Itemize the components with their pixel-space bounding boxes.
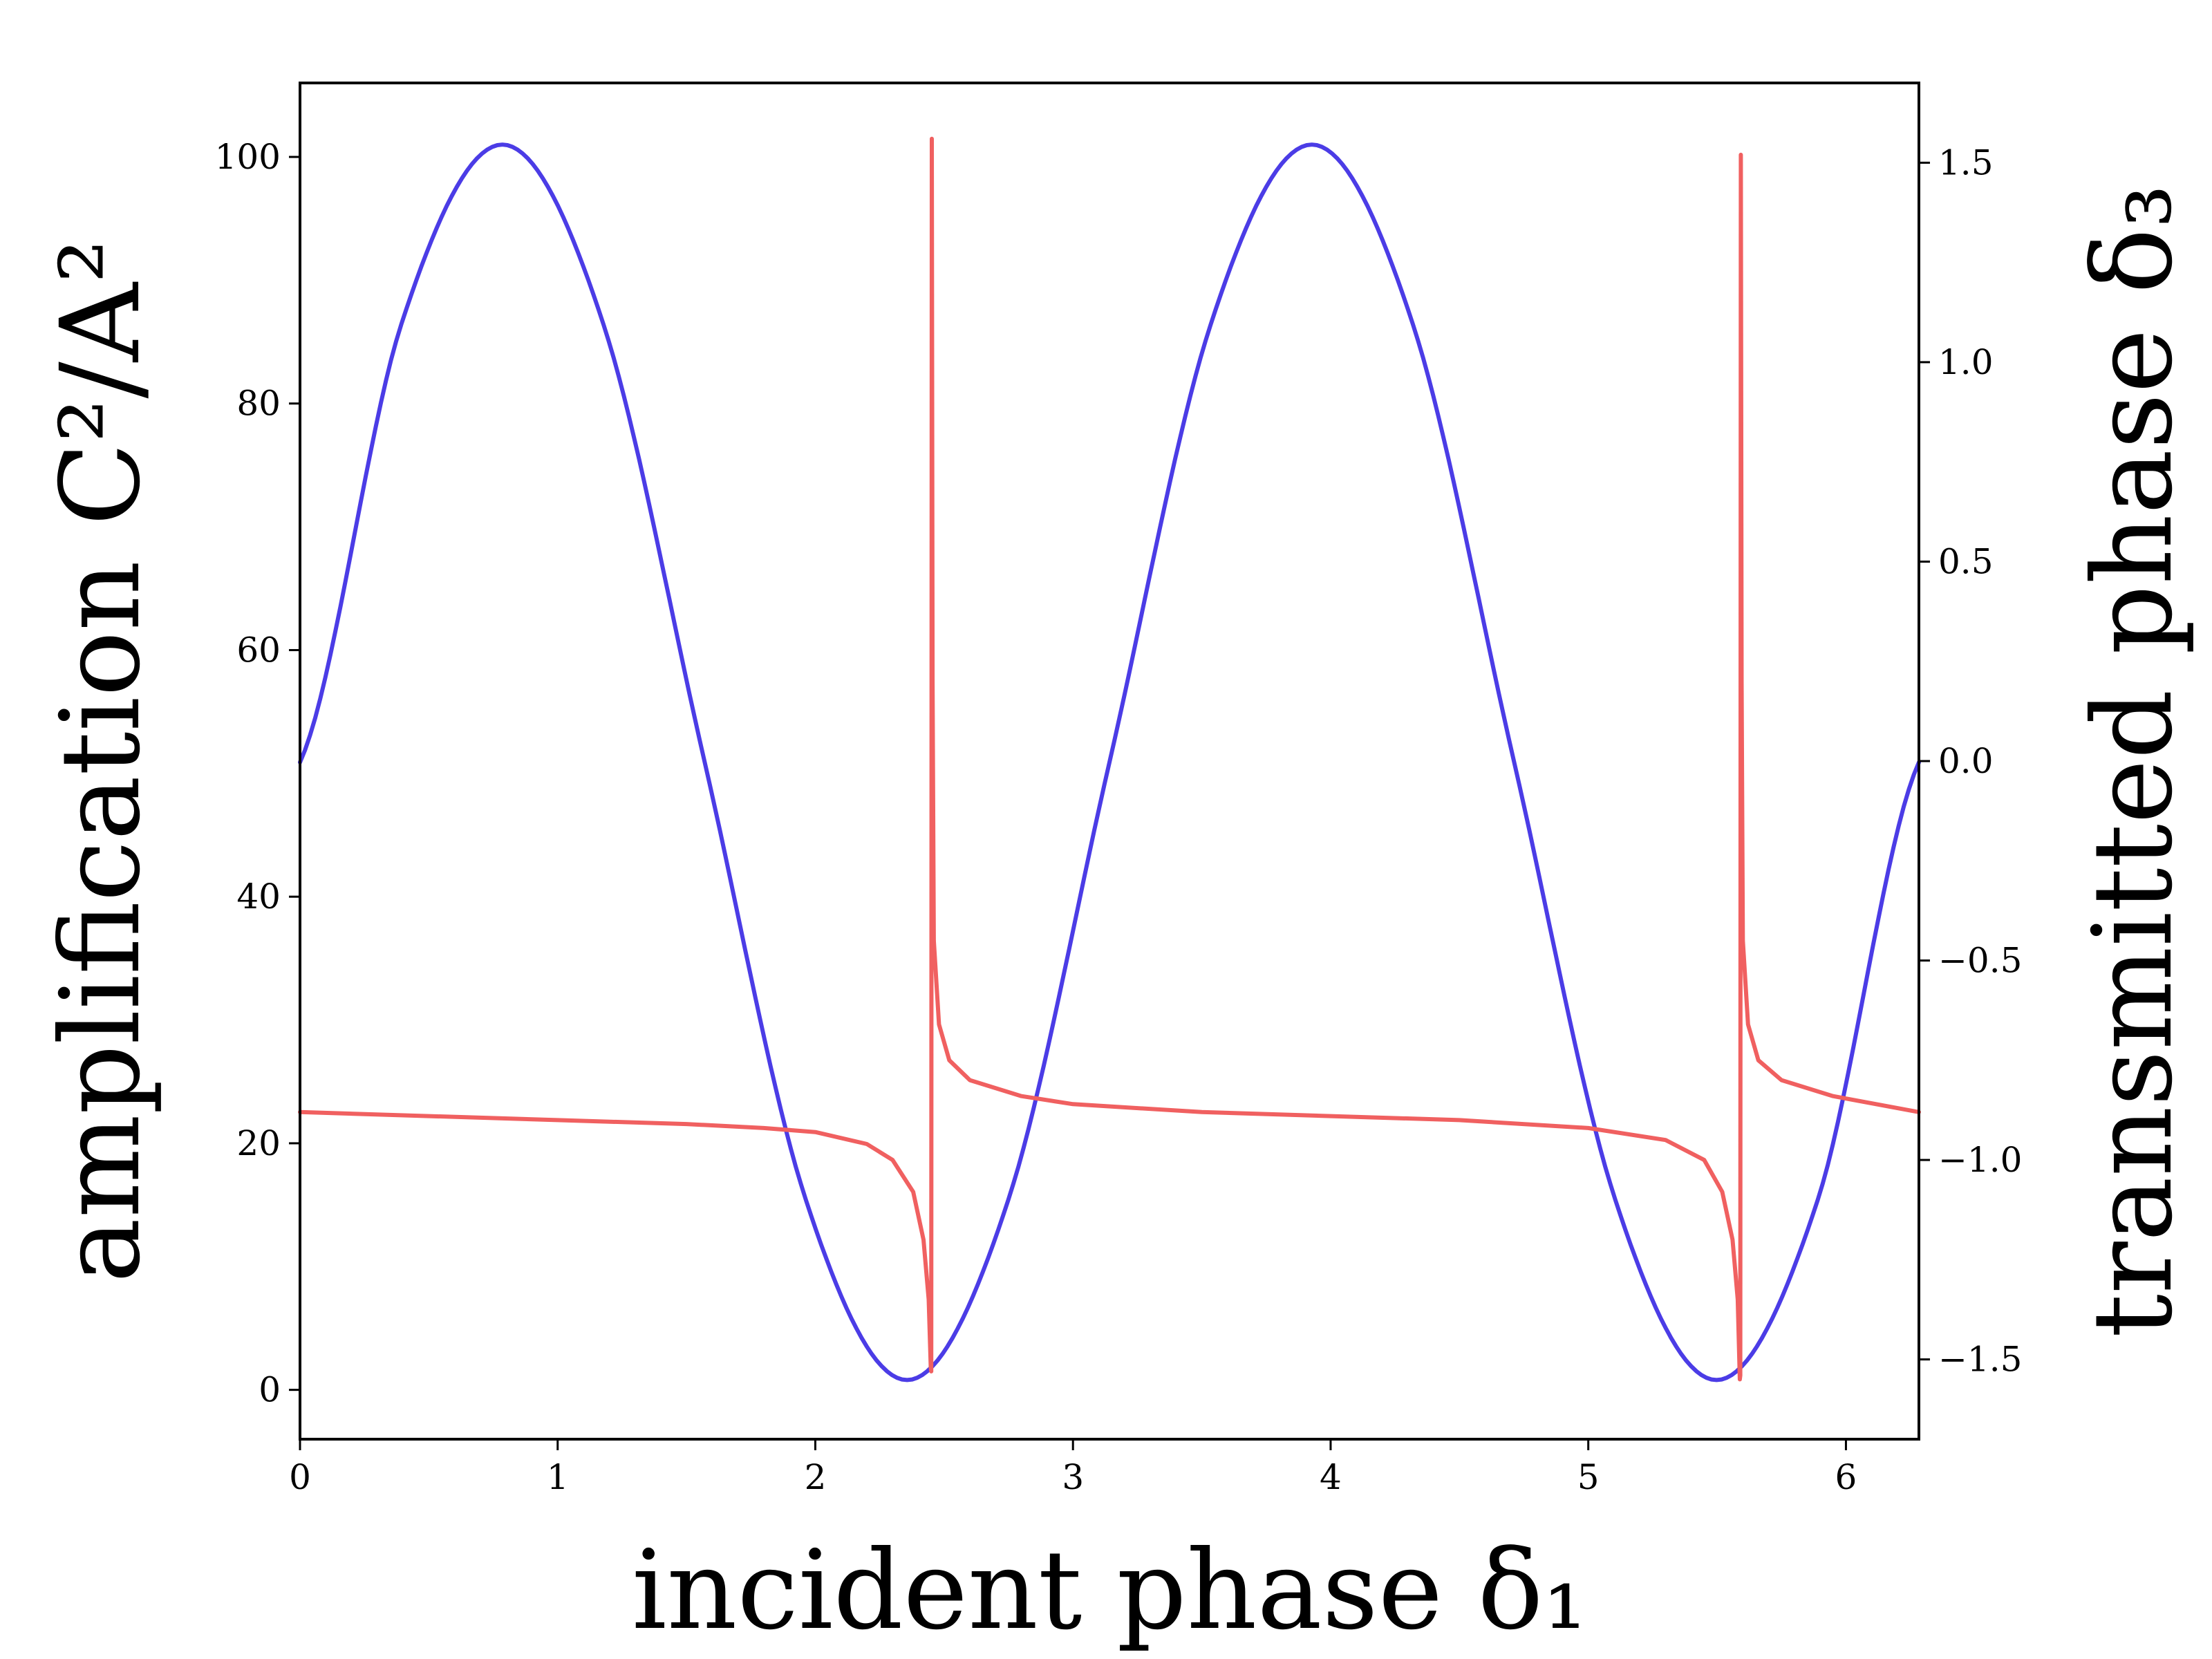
left-y-axis-ticks: 0 20 40 60 80 100 (215, 137, 300, 1410)
x-tick-label: 4 (1320, 1457, 1342, 1497)
left-y-tick-label: 60 (236, 630, 281, 670)
x-tick-label: 0 (289, 1457, 311, 1497)
right-y-axis-ticks: −1.5 −1.0 −0.5 0.0 0.5 1.0 1.5 (1919, 142, 2022, 1380)
x-axis-label: incident phase δ₁ (632, 1527, 1587, 1654)
right-y-tick-label: −1.0 (1938, 1140, 2022, 1180)
x-tick-label: 6 (1835, 1457, 1857, 1497)
right-y-tick-label: 1.0 (1938, 342, 1994, 382)
right-y-axis-label: transmitted phase δ₃ (2070, 185, 2197, 1338)
left-y-axis-label: amplification C²/A² (37, 239, 165, 1283)
left-y-tick-label: 0 (259, 1370, 281, 1410)
right-y-tick-label: −1.5 (1938, 1340, 2022, 1380)
series-line-2 (298, 136, 1921, 1382)
x-tick-label: 2 (805, 1457, 827, 1497)
right-y-tick-label: 1.5 (1938, 142, 1994, 182)
plot-area (298, 136, 1921, 1382)
x-tick-label: 1 (547, 1457, 569, 1497)
left-y-tick-label: 40 (236, 877, 281, 917)
right-y-tick-label: −0.5 (1938, 941, 2022, 981)
right-y-tick-label: 0.0 (1938, 741, 1994, 781)
right-y-tick-label: 0.5 (1938, 541, 1994, 581)
x-tick-label: 3 (1062, 1457, 1084, 1497)
x-tick-label: 5 (1577, 1457, 1600, 1497)
left-y-tick-label: 100 (215, 137, 281, 177)
x-axis-ticks: 0 1 2 3 4 5 6 (289, 1439, 1857, 1497)
left-y-tick-label: 20 (236, 1123, 281, 1163)
left-y-tick-label: 80 (236, 384, 281, 424)
series-line-1 (298, 142, 1921, 1382)
